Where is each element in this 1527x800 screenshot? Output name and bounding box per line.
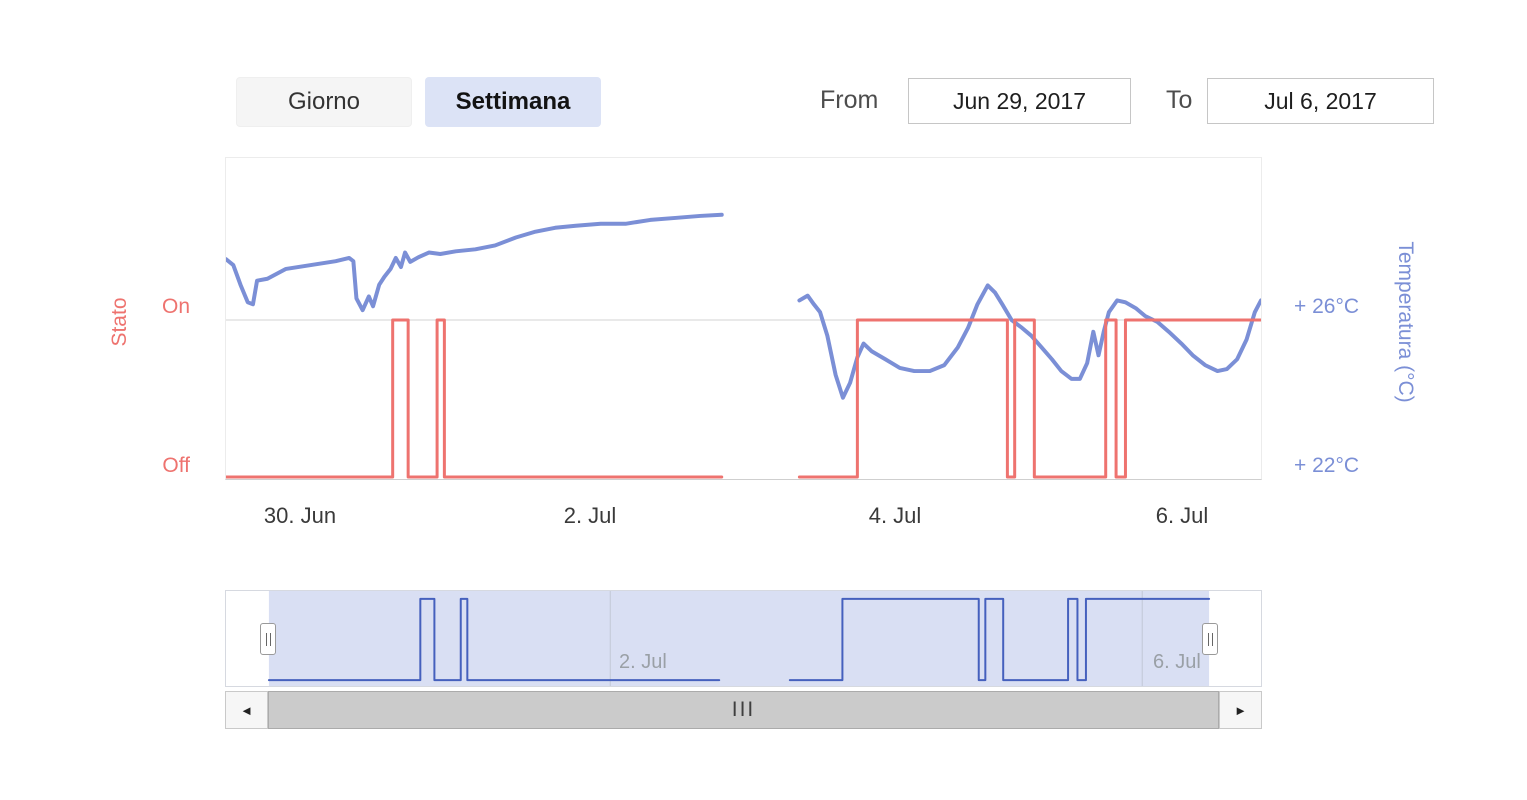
from-label: From	[820, 86, 879, 114]
left-axis-title: Stato	[108, 297, 131, 347]
handle-grip-bar	[1207, 632, 1209, 646]
left-axis-tick-off: Off	[162, 454, 190, 477]
navigator[interactable]: 2. Jul 6. Jul	[225, 590, 1262, 687]
settimana-button[interactable]: Settimana	[425, 77, 601, 127]
right-axis-tick-26: + 26°C	[1294, 295, 1360, 318]
to-label: To	[1166, 86, 1193, 114]
navigator-left-handle[interactable]	[260, 623, 276, 655]
navigator-label-right: 6. Jul	[1153, 651, 1201, 673]
x-tick-4-jul: 4. Jul	[868, 503, 922, 528]
scroll-left-arrow-icon: ◄	[240, 702, 253, 718]
right-axis-title: Temperatura (°C)	[1394, 241, 1417, 403]
left-axis-tick-on: On	[161, 295, 190, 318]
right-axis-tick-22: + 22°C	[1294, 454, 1360, 477]
scrollbar-thumb[interactable]: III	[268, 691, 1219, 729]
to-date-input[interactable]: Jul 6, 2017	[1207, 78, 1434, 124]
x-tick-2-jul: 2. Jul	[563, 503, 617, 528]
giorno-button[interactable]: Giorno	[236, 77, 412, 127]
handle-grip-bar	[269, 632, 271, 646]
navigator-right-handle[interactable]	[1202, 623, 1218, 655]
scrollbar-grip-icon: III	[731, 698, 756, 721]
plot-area[interactable]	[225, 157, 1262, 480]
x-tick-30-jun: 30. Jun	[263, 503, 337, 528]
main-plot-svg	[226, 212, 1261, 479]
handle-grip-bar	[1211, 632, 1213, 646]
from-date-input[interactable]: Jun 29, 2017	[908, 78, 1131, 124]
navigator-label-left: 2. Jul	[619, 651, 667, 673]
x-tick-6-jul: 6. Jul	[1155, 503, 1209, 528]
navigator-svg	[267, 591, 1211, 686]
scroll-right-arrow-icon: ►	[1234, 702, 1247, 718]
scrollbar-left-button[interactable]: ◄	[225, 691, 268, 729]
handle-grip-bar	[265, 632, 267, 646]
scrollbar-right-button[interactable]: ►	[1219, 691, 1262, 729]
